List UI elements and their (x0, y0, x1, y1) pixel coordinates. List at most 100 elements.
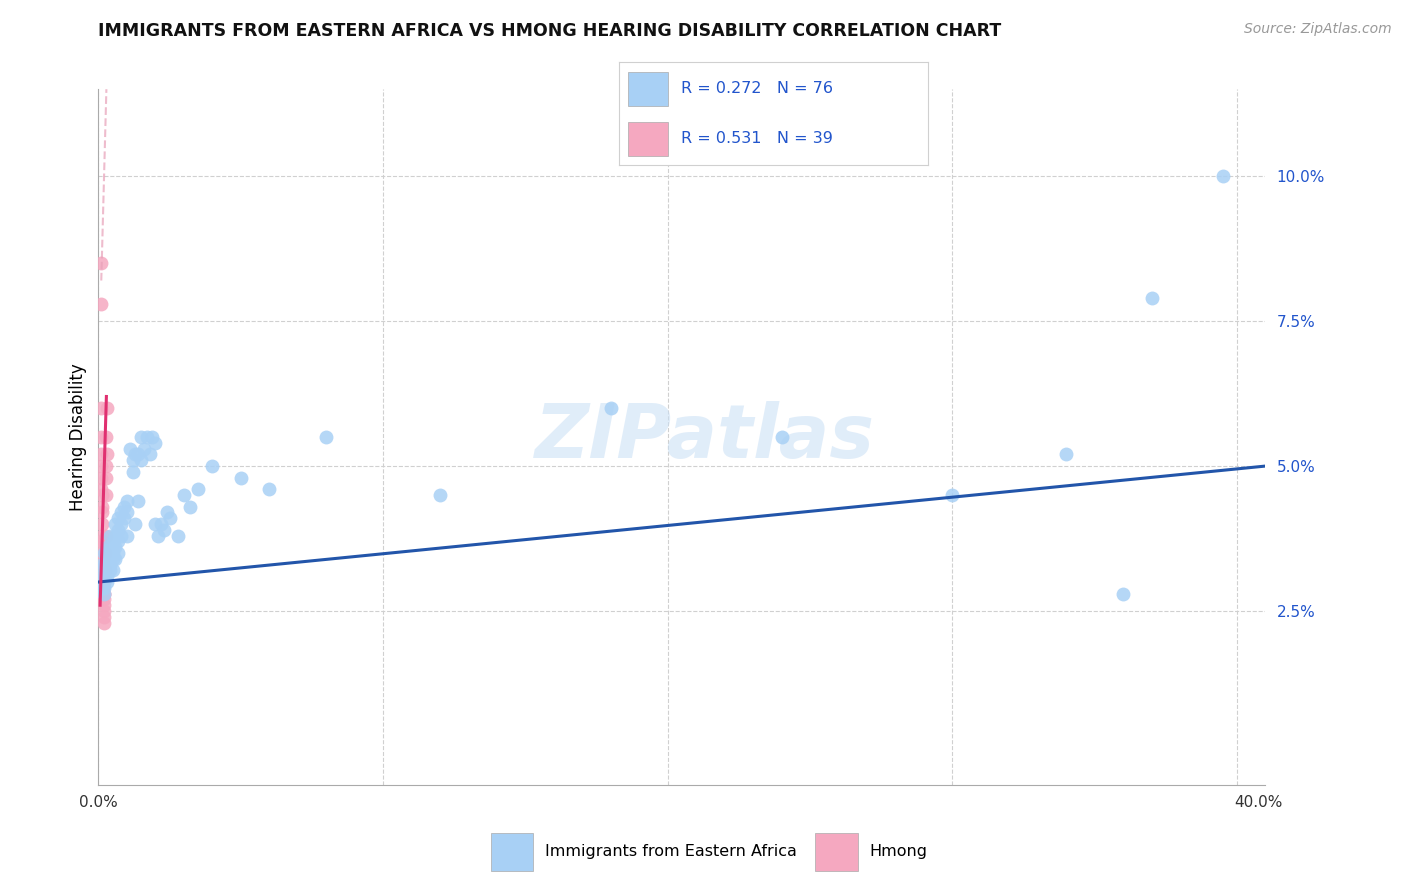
Point (91, 528, 114, 542)
Point (96, 401, 118, 416)
Point (124, 516, 146, 531)
Point (107, 534, 129, 549)
Point (107, 523, 129, 537)
Point (115, 494, 138, 508)
Point (110, 516, 132, 531)
Point (770, 430, 793, 444)
Point (93, 604, 115, 618)
Point (101, 534, 124, 549)
Point (104, 528, 127, 542)
Point (138, 448, 160, 462)
Point (90, 569, 112, 583)
Point (173, 488, 195, 502)
Point (110, 528, 132, 542)
Point (115, 505, 138, 519)
Point (96, 541, 118, 555)
Point (179, 500, 201, 514)
Point (1140, 291, 1163, 305)
Point (91, 541, 114, 555)
Text: R = 0.531   N = 39: R = 0.531 N = 39 (681, 131, 832, 146)
Point (90, 448, 112, 462)
Point (101, 546, 124, 560)
Point (94, 488, 117, 502)
Point (91, 551, 114, 566)
Point (229, 470, 252, 484)
Point (159, 511, 181, 525)
Point (98, 558, 121, 572)
Point (91, 534, 114, 549)
Point (90, 488, 112, 502)
Point (96, 430, 118, 444)
Point (93, 581, 115, 595)
Point (156, 505, 179, 519)
Text: R = 0.272   N = 76: R = 0.272 N = 76 (681, 81, 832, 96)
Point (104, 516, 127, 531)
Point (141, 430, 163, 444)
Point (98, 528, 121, 542)
Point (90, 256, 112, 270)
Y-axis label: Hearing Disability: Hearing Disability (69, 363, 87, 511)
Point (148, 528, 170, 542)
Point (90, 430, 112, 444)
Point (143, 516, 166, 531)
Point (91, 569, 114, 583)
Point (98, 541, 121, 555)
Point (1112, 587, 1135, 601)
Point (90, 558, 112, 572)
Point (115, 528, 138, 542)
Point (93, 546, 115, 560)
Point (91, 564, 114, 578)
Point (93, 610, 115, 624)
Point (90, 470, 112, 484)
Point (153, 523, 176, 537)
Point (429, 488, 451, 502)
Point (187, 483, 209, 497)
Point (201, 458, 224, 473)
Text: Source: ZipAtlas.com: Source: ZipAtlas.com (1244, 22, 1392, 37)
Text: Hmong: Hmong (869, 845, 928, 859)
Point (96, 574, 118, 589)
Point (90, 401, 112, 416)
Point (90, 505, 112, 519)
Text: 0.0%: 0.0% (79, 796, 118, 810)
Point (93, 598, 115, 612)
Point (127, 448, 149, 462)
Point (1054, 448, 1077, 462)
Text: Immigrants from Eastern Africa: Immigrants from Eastern Africa (546, 845, 797, 859)
Point (90, 296, 112, 311)
Point (143, 436, 166, 450)
Point (150, 516, 173, 531)
Point (121, 465, 143, 479)
Point (101, 551, 124, 566)
FancyBboxPatch shape (815, 833, 858, 871)
Point (96, 558, 118, 572)
Text: ZIPatlas: ZIPatlas (536, 401, 876, 474)
Point (132, 442, 155, 456)
Point (94, 528, 117, 542)
Point (98, 564, 121, 578)
Point (167, 528, 190, 542)
Text: 40.0%: 40.0% (1234, 796, 1282, 810)
Point (90, 500, 112, 514)
Point (127, 494, 149, 508)
Point (112, 500, 135, 514)
Point (90, 516, 112, 531)
Point (599, 401, 621, 416)
Point (101, 564, 124, 578)
Point (90, 581, 112, 595)
Point (93, 564, 115, 578)
Point (91, 574, 114, 589)
Point (91, 581, 114, 595)
Point (93, 574, 115, 589)
Point (107, 511, 129, 525)
Point (96, 470, 118, 484)
Point (98, 551, 121, 566)
Point (257, 483, 280, 497)
Point (91, 546, 114, 560)
Point (118, 442, 141, 456)
Point (941, 488, 963, 502)
Point (129, 453, 152, 467)
Point (93, 592, 115, 607)
Point (96, 569, 118, 583)
Point (90, 574, 112, 589)
